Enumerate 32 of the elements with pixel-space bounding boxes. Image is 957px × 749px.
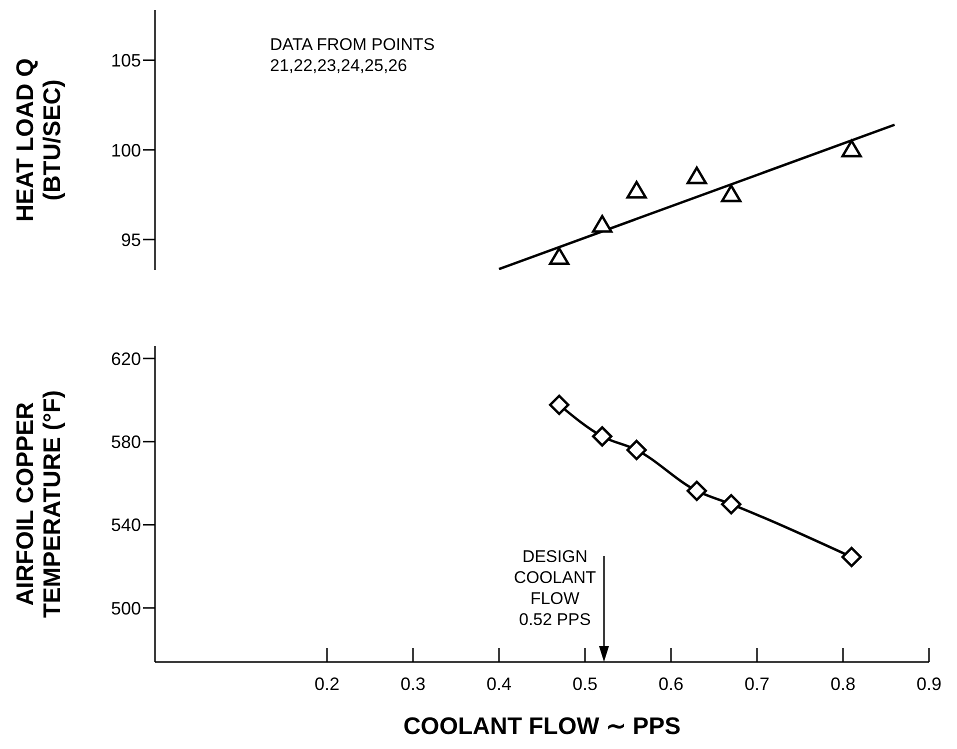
x-tick-label: 0.4 bbox=[486, 674, 512, 694]
x-tick-label: 0.7 bbox=[744, 674, 770, 694]
point bbox=[686, 166, 708, 184]
y-tick-label: 95 bbox=[120, 230, 141, 250]
point bbox=[686, 480, 708, 502]
y-axis-title: HEAT LOAD Q (BTU/SEC) bbox=[12, 58, 66, 222]
point bbox=[592, 426, 612, 447]
point bbox=[548, 247, 570, 265]
x-tick-label: 0.6 bbox=[658, 674, 684, 694]
x-tick-label: 0.5 bbox=[572, 674, 598, 694]
x-tick-label: 0.9 bbox=[916, 674, 942, 694]
point bbox=[548, 394, 570, 416]
point bbox=[592, 214, 612, 233]
y-tick-label: 500 bbox=[110, 598, 141, 618]
point bbox=[841, 546, 862, 568]
x-tick-label: 0.8 bbox=[830, 674, 856, 694]
y-tick-label: 620 bbox=[110, 348, 141, 369]
point bbox=[626, 180, 647, 199]
y-tick-label: 100 bbox=[110, 140, 141, 160]
y-tick-label: 580 bbox=[110, 432, 141, 452]
point bbox=[720, 494, 742, 514]
x-axis-title: COOLANT FLOW ∼ PPS bbox=[403, 713, 681, 740]
y-axis-title: AIRFOIL COPPER TEMPERATURE (°F) bbox=[12, 390, 66, 618]
point bbox=[841, 140, 862, 158]
point bbox=[626, 440, 647, 460]
y-tick-label: 540 bbox=[110, 515, 141, 536]
annotation: DATA FROM POINTS 21,22,23,24,25,26 bbox=[270, 34, 435, 76]
point bbox=[720, 184, 742, 202]
y-tick-label: 105 bbox=[110, 50, 141, 71]
annotation: DESIGN COOLANT FLOW 0.52 PPS bbox=[514, 546, 596, 630]
x-tick-label: 0.3 bbox=[400, 674, 426, 694]
x-tick-label: 0.2 bbox=[314, 674, 340, 694]
